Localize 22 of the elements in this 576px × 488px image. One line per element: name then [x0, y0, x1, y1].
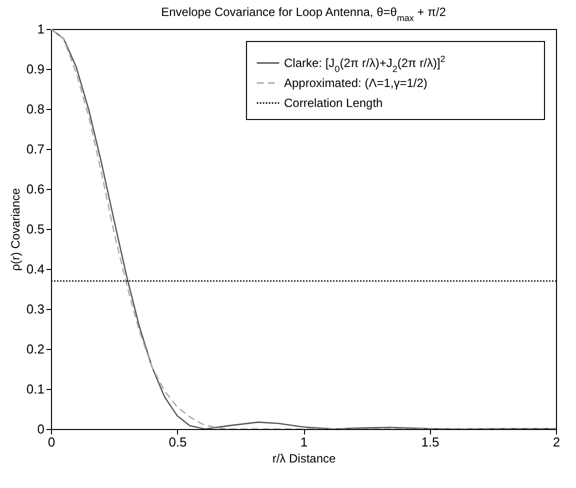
y-tick-label: 0.2 — [26, 342, 44, 356]
y-tick-label: 0 — [37, 422, 44, 436]
legend-label: Correlation Length — [284, 96, 383, 110]
x-tick-label: 2 — [552, 434, 560, 450]
legend-label: Clarke: [J$_{0}$(2π r/λ)+J$_{2}$(2π r/λ)]$^{2}$ — [284, 54, 446, 74]
y-tick-label: 0.4 — [26, 262, 44, 276]
y-tick-label: 0.1 — [26, 382, 44, 396]
legend-label: Approximated: (Λ=1,γ=1/2) — [284, 76, 428, 90]
y-tick-label: 0.9 — [26, 62, 44, 76]
x-tick-label: 1.5 — [421, 434, 440, 450]
x-tick-label: 0 — [48, 434, 56, 450]
x-tick-label: 0.5 — [168, 434, 187, 450]
y-tick-label: 0.6 — [26, 182, 44, 196]
y-tick-label: 0.7 — [26, 142, 44, 156]
x-axis-title: r/λ Distance — [272, 452, 336, 466]
y-axis-title: ρ(r) Covariance — [8, 188, 22, 271]
y-tick-label: 1 — [37, 22, 44, 36]
y-tick-label: 0.8 — [26, 102, 44, 116]
y-tick-label: 0.5 — [26, 222, 44, 236]
chart-title: Envelope Covariance for Loop Antenna, θ=θ$_{max}$ + π/2 — [161, 5, 446, 23]
x-tick-label: 1 — [300, 434, 308, 450]
y-tick-label: 0.3 — [26, 302, 44, 316]
